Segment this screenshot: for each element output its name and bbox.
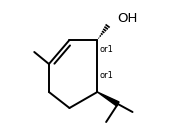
Polygon shape	[97, 92, 119, 106]
Text: OH: OH	[117, 11, 138, 25]
Text: or1: or1	[100, 46, 113, 55]
Text: or1: or1	[100, 70, 113, 79]
